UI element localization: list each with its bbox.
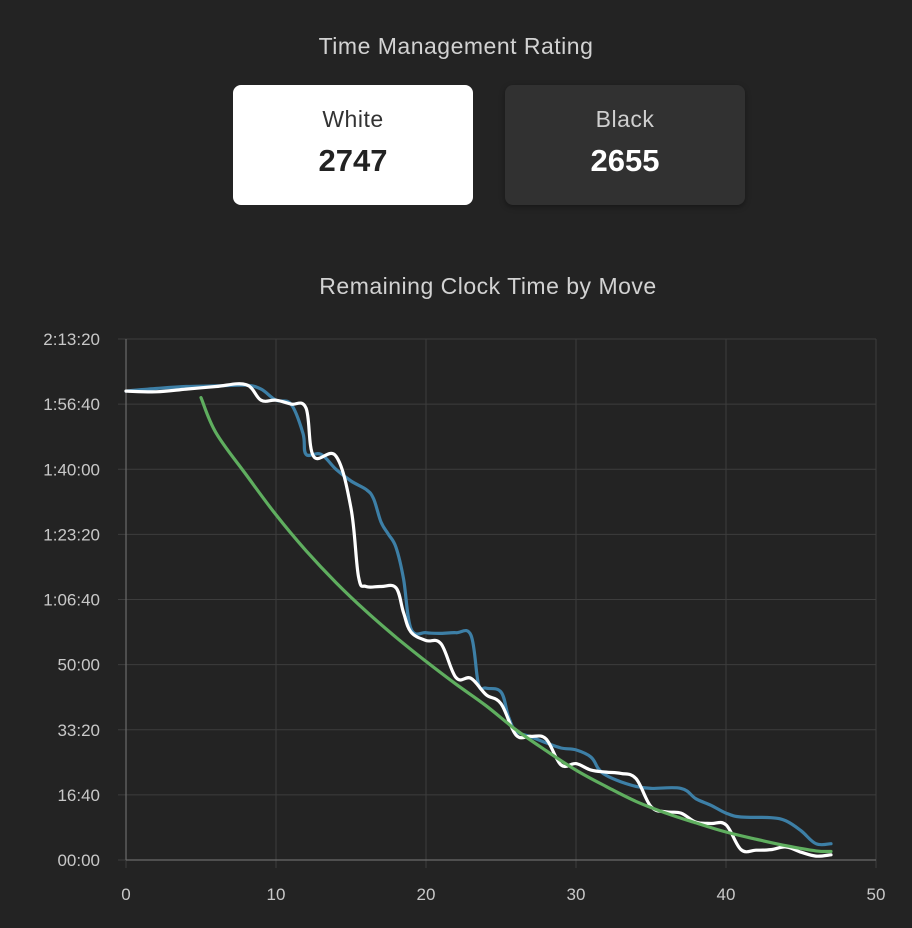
- x-tick-label: 20: [417, 885, 436, 904]
- y-tick-label: 50:00: [57, 656, 100, 675]
- black-label: Black: [595, 106, 655, 132]
- white-rating-card: White 2747: [233, 85, 473, 205]
- white-rating-value: 2747: [318, 143, 388, 178]
- y-tick-label: 2:13:20: [43, 330, 100, 349]
- x-tick-label: 50: [867, 885, 886, 904]
- y-tick-label: 1:40:00: [43, 460, 100, 479]
- chart-title: Remaining Clock Time by Move: [319, 273, 657, 299]
- x-tick-label: 40: [717, 885, 736, 904]
- green-series-line: [199, 396, 833, 854]
- rating-title: Time Management Rating: [318, 33, 594, 59]
- x-tick-label: 10: [267, 885, 286, 904]
- y-tick-label: 1:56:40: [43, 395, 100, 414]
- y-tick-label: 1:23:20: [43, 525, 100, 544]
- x-tick-label: 30: [567, 885, 586, 904]
- white-series-line: [124, 382, 833, 858]
- y-tick-label: 16:40: [57, 786, 100, 805]
- black-rating-card: Black 2655: [505, 85, 745, 205]
- x-tick-label: 0: [121, 885, 130, 904]
- y-tick-label: 33:20: [57, 721, 100, 740]
- y-tick-label: 1:06:40: [43, 591, 100, 610]
- white-label: White: [322, 106, 384, 132]
- y-tick-label: 00:00: [57, 851, 100, 870]
- black-rating-value: 2655: [590, 143, 660, 178]
